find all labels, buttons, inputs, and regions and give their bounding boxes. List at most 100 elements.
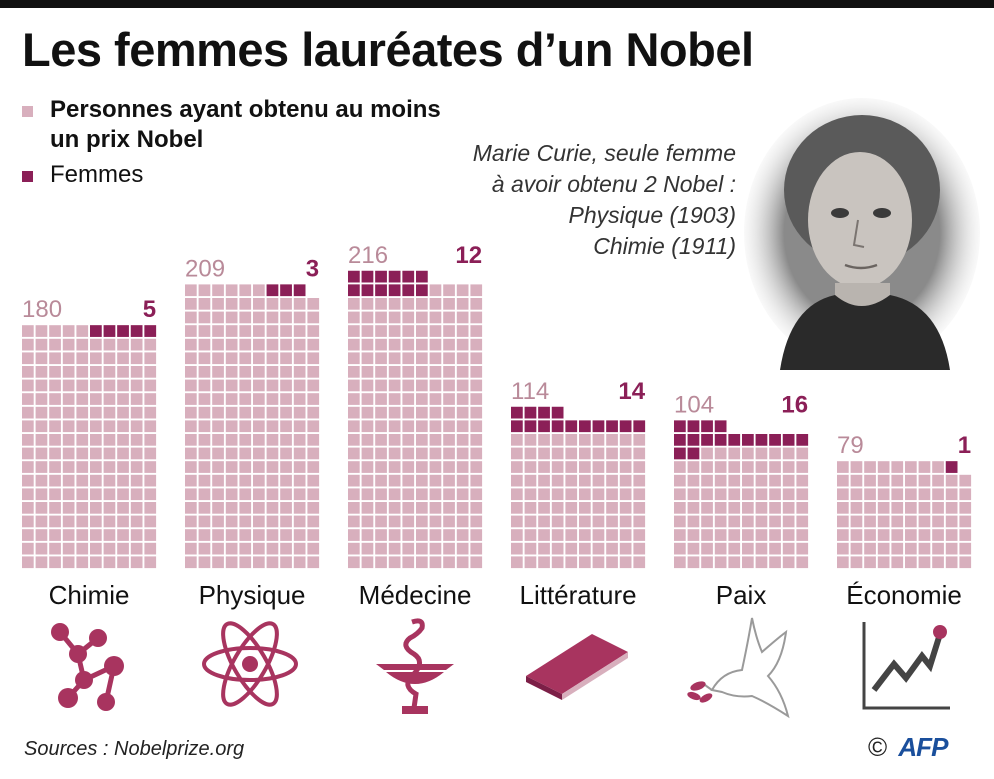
waffle-cell bbox=[239, 447, 252, 460]
waffle-cell bbox=[565, 447, 578, 460]
waffle-cell bbox=[579, 529, 591, 541]
waffle-cell bbox=[280, 434, 292, 446]
waffle-cell bbox=[212, 379, 224, 392]
waffle-cell bbox=[619, 515, 632, 528]
waffle-cell bbox=[402, 393, 415, 405]
waffle-cell bbox=[253, 529, 265, 541]
waffle-cell bbox=[837, 461, 849, 473]
waffle-cell bbox=[348, 325, 360, 337]
waffle-cell bbox=[674, 474, 686, 487]
waffle-cell bbox=[266, 406, 279, 419]
waffle-cell bbox=[22, 434, 34, 446]
waffle-cell bbox=[76, 352, 89, 365]
waffle-cell bbox=[429, 447, 442, 460]
waffle-cell bbox=[402, 556, 415, 569]
waffle-cell bbox=[361, 434, 374, 446]
waffle-cell bbox=[429, 556, 442, 569]
waffle-cell bbox=[62, 474, 75, 487]
women-label: 5 bbox=[143, 296, 156, 323]
waffle-cell bbox=[22, 338, 34, 351]
women-cell bbox=[144, 325, 157, 337]
women-label: 16 bbox=[781, 391, 808, 418]
waffle-cell bbox=[443, 311, 455, 324]
waffle-cell bbox=[782, 529, 795, 541]
waffle-cell bbox=[633, 529, 646, 541]
waffle-cell bbox=[524, 447, 537, 460]
women-cell bbox=[361, 284, 374, 297]
waffle-cell bbox=[388, 515, 401, 528]
waffle-cell bbox=[538, 447, 550, 460]
waffle-cell bbox=[280, 515, 292, 528]
women-cell bbox=[524, 420, 537, 433]
waffle-cell bbox=[239, 352, 252, 365]
waffle-cell bbox=[253, 366, 265, 378]
book-icon bbox=[526, 634, 628, 700]
waffle-cell bbox=[429, 338, 442, 351]
waffle-cell bbox=[375, 529, 387, 541]
waffle-cell bbox=[348, 488, 360, 501]
waffle-cell bbox=[253, 447, 265, 460]
waffle-cell bbox=[456, 542, 469, 555]
waffle-cell bbox=[877, 461, 890, 473]
waffle-cell bbox=[769, 447, 781, 460]
waffle-cell bbox=[49, 406, 61, 419]
waffle-cell bbox=[524, 434, 537, 446]
waffle-cell bbox=[565, 502, 578, 514]
bar-littérature bbox=[511, 406, 646, 569]
atom-icon bbox=[202, 621, 298, 707]
waffle-cell bbox=[22, 352, 34, 365]
waffle-cell bbox=[402, 529, 415, 541]
waffle-cell bbox=[198, 515, 211, 528]
waffle-cell bbox=[375, 542, 387, 555]
waffle-cell bbox=[579, 556, 591, 569]
waffle-cell bbox=[348, 461, 360, 473]
waffle-cell bbox=[239, 420, 252, 433]
waffle-cell bbox=[388, 420, 401, 433]
waffle-cell bbox=[239, 379, 252, 392]
waffle-cell bbox=[850, 515, 863, 528]
waffle-cell bbox=[225, 406, 238, 419]
women-cell bbox=[742, 434, 754, 446]
waffle-cell bbox=[49, 488, 61, 501]
waffle-cell bbox=[35, 406, 48, 419]
waffle-cell bbox=[402, 366, 415, 378]
waffle-cell bbox=[185, 556, 197, 569]
waffle-cell bbox=[76, 379, 89, 392]
waffle-cell bbox=[266, 393, 279, 405]
waffle-cell bbox=[239, 474, 252, 487]
waffle-cell bbox=[619, 556, 632, 569]
waffle-cell bbox=[62, 542, 75, 555]
women-cell bbox=[714, 420, 727, 433]
waffle-cell bbox=[144, 515, 157, 528]
waffle-cell bbox=[225, 515, 238, 528]
waffle-cell bbox=[416, 393, 428, 405]
waffle-cell bbox=[891, 515, 904, 528]
waffle-cell bbox=[429, 542, 442, 555]
women-cell bbox=[701, 420, 713, 433]
waffle-cell bbox=[307, 352, 320, 365]
waffle-cell bbox=[402, 298, 415, 310]
waffle-cell bbox=[388, 366, 401, 378]
waffle-cell bbox=[375, 406, 387, 419]
waffle-cell bbox=[579, 542, 591, 555]
waffle-cell bbox=[619, 474, 632, 487]
waffle-cell bbox=[266, 515, 279, 528]
waffle-cell bbox=[144, 556, 157, 569]
waffle-cell bbox=[103, 352, 116, 365]
legend-total-swatch bbox=[22, 106, 33, 117]
waffle-cell bbox=[470, 298, 483, 310]
waffle-cell bbox=[280, 379, 292, 392]
waffle-cell bbox=[225, 529, 238, 541]
waffle-cell bbox=[35, 379, 48, 392]
waffle-cell bbox=[891, 461, 904, 473]
waffle-cell bbox=[782, 515, 795, 528]
bar-paix bbox=[674, 420, 809, 569]
waffle-cell bbox=[837, 529, 849, 541]
waffle-cell bbox=[864, 502, 876, 514]
waffle-cell bbox=[117, 366, 129, 378]
waffle-cell bbox=[76, 474, 89, 487]
waffle-cell bbox=[877, 556, 890, 569]
waffle-cell bbox=[456, 488, 469, 501]
women-cell bbox=[769, 434, 781, 446]
waffle-cell bbox=[22, 379, 34, 392]
